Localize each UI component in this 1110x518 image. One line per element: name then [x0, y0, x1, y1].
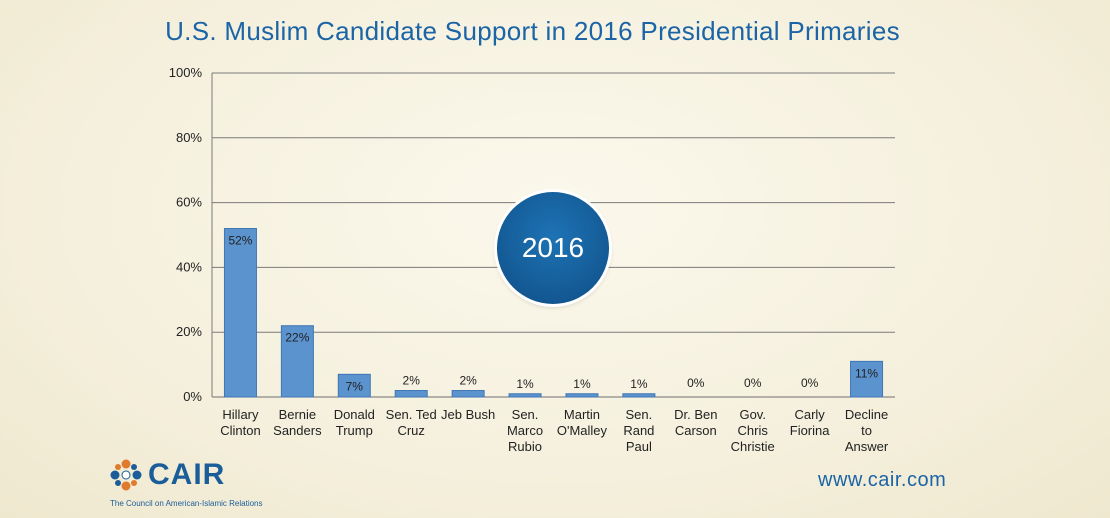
bar: [337, 373, 371, 398]
bar: [850, 360, 884, 398]
bar: [280, 325, 314, 398]
x-tick-label: Sanders: [273, 423, 322, 438]
y-tick-label: 40%: [176, 259, 202, 274]
year-badge: 2016: [497, 192, 609, 304]
bar: [622, 393, 656, 398]
x-tick-label: Trump: [336, 423, 373, 438]
x-tick-label: O'Malley: [557, 423, 608, 438]
x-tick-label: Jeb Bush: [441, 407, 495, 422]
x-tick-label: Cruz: [397, 423, 424, 438]
x-tick-label: Marco: [507, 423, 543, 438]
x-tick-label: Fiorina: [790, 423, 831, 438]
x-tick-label: Sen.: [626, 407, 653, 422]
data-label: 52%: [228, 234, 252, 248]
bar: [508, 393, 542, 398]
x-tick-label: Chris: [738, 423, 769, 438]
x-tick-label: Donald: [334, 407, 375, 422]
x-tick-label: Sen.: [512, 407, 539, 422]
y-tick-label: 20%: [176, 324, 202, 339]
x-tick-label: Decline: [845, 407, 888, 422]
data-label: 1%: [516, 377, 534, 391]
chart-title: U.S. Muslim Candidate Support in 2016 Pr…: [165, 16, 900, 46]
x-tick-label: Answer: [845, 439, 889, 454]
x-tick-label: Carly: [794, 407, 825, 422]
data-label: 22%: [285, 331, 309, 345]
x-tick-label: Christie: [731, 439, 775, 454]
x-tick-label: Gov.: [739, 407, 766, 422]
cair-logo-icon: [110, 459, 142, 491]
y-tick-label: 80%: [176, 130, 202, 145]
bar: [394, 390, 428, 398]
x-tick-label: Martin: [564, 407, 600, 422]
data-label: 2%: [459, 374, 477, 388]
data-label: 0%: [801, 376, 819, 390]
data-label: 7%: [346, 379, 364, 393]
data-label: 1%: [630, 377, 648, 391]
x-tick-label: Clinton: [220, 423, 260, 438]
x-tick-label: Paul: [626, 439, 652, 454]
data-label: 0%: [744, 376, 762, 390]
x-tick-label: Hillary: [222, 407, 259, 422]
y-tick-label: 100%: [169, 65, 203, 80]
x-tick-label: Rand: [623, 423, 654, 438]
x-tick-label: Carson: [675, 423, 717, 438]
website-link[interactable]: www.cair.com: [818, 469, 947, 491]
y-tick-label: 0%: [183, 389, 202, 404]
logo-tagline: The Council on American-Islamic Relation…: [110, 499, 263, 508]
x-tick-label: Rubio: [508, 439, 542, 454]
data-label: 11%: [855, 366, 878, 380]
x-tick-label: to: [861, 423, 872, 438]
data-label: 0%: [687, 376, 705, 390]
y-tick-label: 60%: [176, 195, 202, 210]
x-tick-label: Bernie: [279, 407, 317, 422]
x-tick-label: Dr. Ben: [674, 407, 717, 422]
x-tick-label: Sen. Ted: [386, 407, 437, 422]
bar: [565, 393, 599, 398]
logo-name: CAIR: [148, 458, 226, 491]
data-label: 1%: [573, 377, 591, 391]
bar: [451, 390, 485, 398]
bar: [223, 228, 257, 398]
data-label: 2%: [403, 374, 421, 388]
